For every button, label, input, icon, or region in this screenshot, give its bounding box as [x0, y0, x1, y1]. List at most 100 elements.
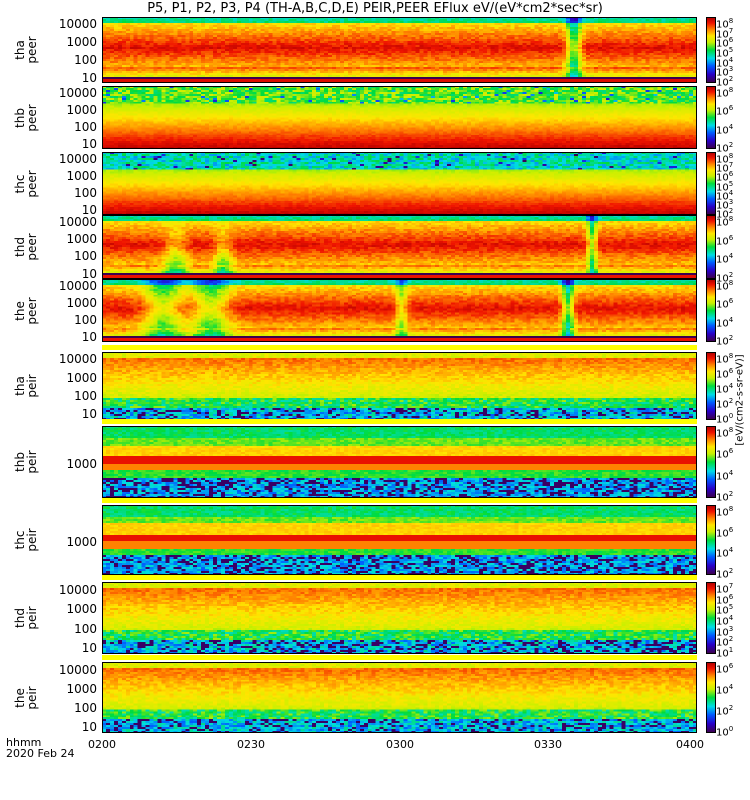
x-tick-label: 0230: [237, 738, 265, 751]
panel-label: tha peir: [13, 366, 39, 406]
y-tick-label: 10000: [58, 352, 97, 367]
colorbar-tick-label: 104: [716, 252, 734, 266]
colorbar-tick-label: 102: [716, 334, 734, 348]
colorbar-tick-label: 104: [716, 683, 734, 697]
x-tick-label: 0200: [88, 738, 116, 751]
panel-label: tha peer: [13, 30, 39, 70]
colorbar-exponent: 8: [728, 215, 734, 223]
colorbar-tick-label: 104: [716, 468, 734, 482]
spectrogram-panel-thd-peir: thd peir 10000 1000 100 10: [13, 582, 697, 654]
spectrogram-panel-thd-peer: thd peer 10000 1000 100 10: [13, 215, 697, 280]
y-tick-label: 100: [74, 312, 97, 327]
colorbar-tick-label: 106: [716, 447, 734, 461]
colorbar-exponent: 8: [728, 86, 734, 94]
colorbar-exponent: 2: [728, 207, 734, 215]
colorbar-exponent: 7: [728, 161, 734, 170]
colorbar-tick-label: 108: [716, 152, 734, 166]
colorbar-exponent: 8: [728, 17, 734, 25]
colorbar-tick-label: 103: [716, 624, 734, 638]
colorbar-tick-label: 102: [716, 704, 734, 718]
colorbar-exponent: 6: [728, 367, 734, 375]
spectrogram-panel-thc-peer: thc peer 10000 1000 100 10: [13, 152, 697, 216]
colorbar-tick-label: 101: [716, 646, 734, 660]
colorbar-exponent: 6: [728, 170, 734, 179]
species-label: peer: [25, 169, 39, 198]
colorbar-tick-label: 103: [716, 197, 734, 212]
panel-label: thb peer: [13, 98, 39, 138]
colorbar: [706, 17, 716, 83]
colorbar-exponent: 8: [728, 152, 734, 160]
colorbar: [706, 662, 716, 733]
y-tick-label: 1000: [66, 370, 97, 385]
colorbar-exponent: 6: [728, 447, 734, 456]
y-tick-label: 10: [81, 202, 97, 217]
panel-label: thb peir: [13, 442, 39, 482]
colorbar-exponent: 2: [728, 141, 734, 149]
y-tick-label: 1000: [66, 232, 97, 247]
spectrogram-image: [102, 662, 697, 733]
y-tick-label: 100: [74, 249, 97, 264]
colorbar-tick-label: 108: [716, 505, 734, 519]
colorbar-exponent: 0: [728, 725, 734, 733]
colorbar-tick-label: 104: [716, 122, 734, 136]
colorbar-exponent: 1: [728, 646, 734, 654]
time-format-label: hhmm: [6, 736, 42, 749]
colorbar-exponent: 2: [728, 567, 734, 575]
colorbar-tick-label: 106: [716, 297, 734, 311]
colorbar-tick-label: 104: [716, 614, 734, 628]
data-gap-strip: [102, 655, 697, 660]
colorbar-tick-label: 106: [716, 592, 734, 606]
colorbar-exponent: 6: [728, 36, 734, 45]
x-tick-label: 0330: [534, 738, 562, 751]
species-label: peer: [25, 36, 39, 64]
spectrogram-image: [102, 152, 697, 215]
colorbar-tick-label: 104: [716, 315, 734, 329]
colorbar-exponent: 6: [728, 662, 734, 670]
spectrogram-image: [102, 279, 697, 342]
y-tick-label: 1000: [66, 602, 97, 617]
species-label: peer: [25, 296, 39, 325]
colorbar-exponent: 5: [728, 603, 734, 612]
data-gap-strip: [102, 498, 697, 503]
spectrogram-image: [102, 426, 697, 498]
y-tick-label: 10: [81, 329, 97, 344]
colorbar-tick-label: 105: [716, 603, 734, 617]
colorbar: [706, 215, 716, 279]
colorbar-tick-label: 103: [716, 65, 734, 79]
colorbar-tick-label: 102: [716, 75, 734, 89]
colorbar-exponent: 5: [728, 179, 734, 188]
colorbar-exponent: 8: [728, 279, 734, 287]
y-tick-label: 100: [74, 52, 97, 67]
y-tick-label: 1000: [66, 34, 97, 49]
colorbar-exponent: 2: [728, 397, 734, 405]
colorbar-exponent: 7: [728, 26, 734, 35]
colorbar-exponent: 2: [728, 704, 734, 712]
species-label: peir: [25, 528, 39, 552]
colorbar: [706, 86, 716, 149]
colorbar-exponent: 6: [728, 297, 734, 306]
colorbar-exponent: 4: [728, 188, 734, 197]
panel-label: thd peir: [13, 598, 39, 638]
colorbar: [706, 152, 716, 215]
colorbar-exponent: 4: [728, 683, 734, 691]
y-tick-label: 10: [81, 641, 97, 656]
spectrogram-panel-the-peir: the peir 10000 1000 100 10: [13, 662, 697, 733]
colorbar: [706, 426, 716, 498]
species-label: peir: [25, 606, 39, 630]
colorbar-tick-label: 106: [716, 170, 734, 184]
colorbar-exponent: 2: [728, 271, 734, 279]
colorbar-tick-label: 108: [716, 352, 734, 366]
colorbar-tick-label: 104: [716, 546, 734, 560]
colorbar-exponent: 6: [728, 104, 734, 113]
colorbar-tick-label: 107: [716, 26, 734, 40]
y-tick-label: 10000: [58, 17, 97, 32]
spectrogram-panel-thb-peer: thb peer 10000 1000 100 10: [13, 86, 697, 150]
colorbar-exponent: 8: [728, 352, 734, 360]
colorbar-exponent: 2: [728, 490, 734, 498]
colorbar-tick-label: 106: [716, 662, 734, 676]
colorbar-tick-label: 102: [716, 397, 734, 411]
x-tick-label: 0400: [676, 738, 704, 751]
colorbar-tick-label: 108: [716, 86, 734, 100]
colorbar-exponent: 3: [728, 197, 734, 206]
